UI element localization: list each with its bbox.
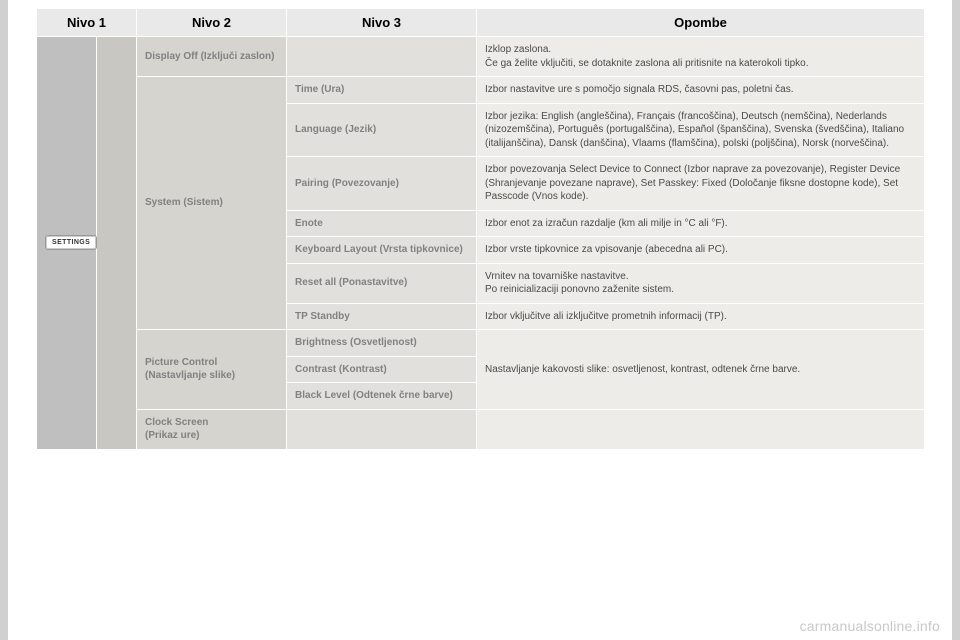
- watermark-text: carmanualsonline.info: [800, 618, 940, 634]
- page-margin-right: [952, 0, 960, 640]
- header-opombe: Opombe: [477, 9, 925, 37]
- header-nivo2: Nivo 2: [137, 9, 287, 37]
- note-language: Izbor jezika: English (angleščina), Fran…: [477, 103, 925, 157]
- nivo3-empty: [287, 409, 477, 449]
- nivo3-empty: [287, 37, 477, 77]
- nivo3-reset: Reset all (Ponastavitve): [287, 263, 477, 303]
- note-time: Izbor nastavitve ure s pomočjo signala R…: [477, 77, 925, 104]
- settings-table-wrapper: Nivo 1 Nivo 2 Nivo 3 Opombe SETTINGS Dis…: [36, 8, 924, 450]
- nivo3-keyboard: Keyboard Layout (Vrsta tipkovnice): [287, 237, 477, 264]
- table-row: Picture Control (Nastavljanje slike) Bri…: [37, 330, 925, 357]
- nivo2-clock: Clock Screen (Prikaz ure): [137, 409, 287, 449]
- nivo2-spacer: [97, 37, 137, 450]
- header-nivo1: Nivo 1: [37, 9, 137, 37]
- nivo3-time: Time (Ura): [287, 77, 477, 104]
- nivo3-tp: TP Standby: [287, 303, 477, 330]
- page-margin-left: [0, 0, 8, 640]
- note-pairing: Izbor povezovanja Select Device to Conne…: [477, 157, 925, 211]
- table-header-row: Nivo 1 Nivo 2 Nivo 3 Opombe: [37, 9, 925, 37]
- nivo3-contrast: Contrast (Kontrast): [287, 356, 477, 383]
- note-units: Izbor enot za izračun razdalje (km ali m…: [477, 210, 925, 237]
- page: Nivo 1 Nivo 2 Nivo 3 Opombe SETTINGS Dis…: [0, 0, 960, 640]
- header-nivo3: Nivo 3: [287, 9, 477, 37]
- nivo3-language: Language (Jezik): [287, 103, 477, 157]
- table-row: SETTINGS Display Off (Izključi zaslon) I…: [37, 37, 925, 77]
- nivo2-system: System (Sistem): [137, 77, 287, 330]
- nivo3-brightness: Brightness (Osvetljenost): [287, 330, 477, 357]
- note-display-off: Izklop zaslona. Če ga želite vključiti, …: [477, 37, 925, 77]
- nivo3-pairing: Pairing (Povezovanje): [287, 157, 477, 211]
- note-keyboard: Izbor vrste tipkovnice za vpisovanje (ab…: [477, 237, 925, 264]
- nivo2-display-off: Display Off (Izključi zaslon): [137, 37, 287, 77]
- settings-table: Nivo 1 Nivo 2 Nivo 3 Opombe SETTINGS Dis…: [36, 8, 925, 450]
- nivo2-picture: Picture Control (Nastavljanje slike): [137, 330, 287, 410]
- nivo1-cell: SETTINGS: [37, 37, 97, 450]
- note-picture: Nastavljanje kakovosti slike: osvetljeno…: [477, 330, 925, 410]
- note-reset: Vrnitev na tovarniške nastavitve. Po rei…: [477, 263, 925, 303]
- table-row: Clock Screen (Prikaz ure): [37, 409, 925, 449]
- table-row: System (Sistem) Time (Ura) Izbor nastavi…: [37, 77, 925, 104]
- nivo3-black: Black Level (Odtenek črne barve): [287, 383, 477, 410]
- note-clock-empty: [477, 409, 925, 449]
- settings-button-icon: SETTINGS: [45, 235, 97, 250]
- nivo3-units: Enote: [287, 210, 477, 237]
- note-tp: Izbor vključitve ali izključitve prometn…: [477, 303, 925, 330]
